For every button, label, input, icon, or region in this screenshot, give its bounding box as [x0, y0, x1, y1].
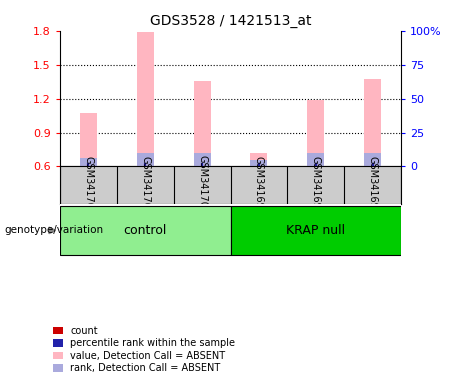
Legend: count, percentile rank within the sample, value, Detection Call = ABSENT, rank, : count, percentile rank within the sample… [51, 324, 237, 375]
Bar [307, 100, 324, 167]
Bar [194, 81, 211, 167]
Text: GSM341698: GSM341698 [311, 156, 321, 214]
Bar [60, 206, 230, 255]
Bar [194, 153, 211, 167]
Text: GSM341697: GSM341697 [254, 156, 264, 215]
Bar [136, 32, 154, 167]
Text: GSM341702: GSM341702 [197, 156, 207, 215]
Bar [230, 206, 401, 255]
Bar [364, 153, 381, 167]
Text: control: control [124, 224, 167, 237]
Bar [307, 153, 324, 167]
Text: GSM341700: GSM341700 [83, 156, 94, 215]
Bar [80, 113, 97, 167]
Bar [250, 153, 267, 167]
Text: GSM341699: GSM341699 [367, 156, 378, 214]
Bar [364, 79, 381, 167]
Bar [80, 158, 97, 167]
Text: KRAP null: KRAP null [286, 224, 345, 237]
Bar [250, 160, 267, 167]
Text: genotype/variation: genotype/variation [5, 225, 104, 235]
Text: GSM341701: GSM341701 [140, 156, 150, 215]
Title: GDS3528 / 1421513_at: GDS3528 / 1421513_at [150, 14, 311, 28]
Bar [136, 153, 154, 167]
